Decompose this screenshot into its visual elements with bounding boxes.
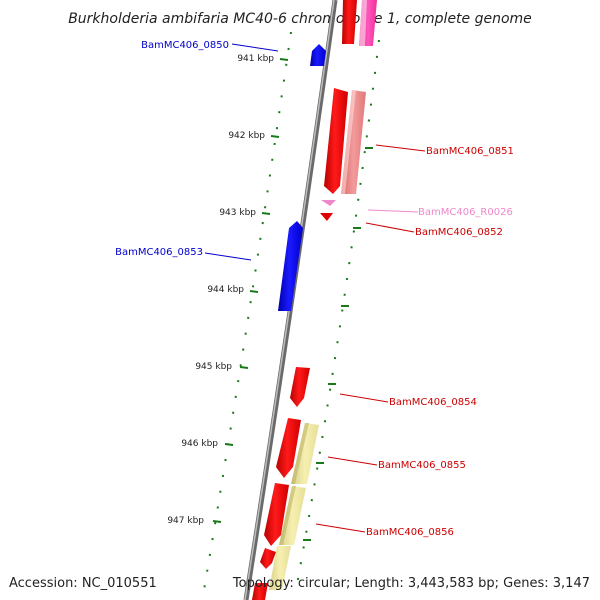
gene-label-0856[interactable]: BamMC406_0856 [366,527,454,538]
kbp-label-946: 946 kbp [181,439,218,449]
gene-BamMC406_R0026[interactable] [321,200,336,206]
gene-arrow-lower-red[interactable] [260,548,276,569]
gene-BamMC406_0856[interactable] [264,483,289,546]
gene-label-0852[interactable]: BamMC406_0852 [415,227,503,238]
kbp-label-941: 941 kbp [237,54,274,64]
right-major-ticks [303,147,373,541]
kbp-label-945: 945 kbp [195,362,232,372]
gene-arrow-top-magenta-highlight [359,0,367,46]
map-title: Burkholderia ambifaria MC40-6 chromosome… [68,11,532,27]
gene-arrow-top-red[interactable] [342,0,357,44]
kbp-label-947: 947 kbp [167,516,204,526]
gene-yellow-edge-2 [279,486,296,545]
gene-BamMC406_0854[interactable] [290,367,310,407]
gene-label-0855[interactable]: BamMC406_0855 [378,460,466,471]
gene-BamMC406_0853[interactable] [278,221,303,311]
accession-text: Accession: NC_010551 [9,576,157,591]
gene-BamMC406_0855[interactable] [276,418,301,478]
gene-companion-highlight [341,90,356,194]
gene-label-R0026[interactable]: BamMC406_R0026 [418,207,513,218]
kbp-label-943: 943 kbp [219,208,256,218]
gene-yellow-lower[interactable] [269,546,291,590]
gene-label-0851[interactable]: BamMC406_0851 [426,146,514,157]
leader-lines [204,43,426,533]
gene-label-0853[interactable]: BamMC406_0853 [115,247,203,258]
topology-text: Topology: circular; Length: 3,443,583 bp… [232,576,590,591]
gene-label-0854[interactable]: BamMC406_0854 [389,397,477,408]
kbp-major-ticks [212,58,289,523]
gene-BamMC406_0851[interactable] [324,88,348,194]
gene-BamMC406_0852[interactable] [320,213,333,221]
gene-arrow-bottom-red[interactable] [252,583,268,600]
kbp-label-942: 942 kbp [228,131,265,141]
gene-BamMC406_0850[interactable] [310,44,326,66]
kbp-label-944: 944 kbp [207,285,244,295]
gene-yellow-edge [291,423,309,484]
gene-label-0850[interactable]: BamMC406_0850 [141,40,229,51]
